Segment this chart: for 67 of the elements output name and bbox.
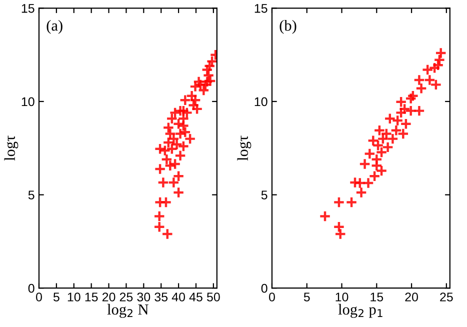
point [364,148,376,160]
y-tick-label: 0 [28,284,34,293]
x-axis-title: log$_{2}$ p$_{1}$ [338,304,382,318]
point [400,118,412,130]
point [415,82,428,94]
x-tick-label: 20 [405,292,418,302]
point [395,96,408,108]
y-axis-title: logτ [237,136,252,161]
point [424,74,436,86]
point [332,196,345,208]
x-tick-label: 25 [120,292,133,302]
x-tick-label: 45 [189,292,202,302]
point [164,128,176,140]
x-tick-label: 5 [53,292,60,302]
point [349,176,361,188]
point [370,160,383,172]
y-tick-label: 10 [254,97,268,106]
point [367,134,380,147]
point [355,186,368,199]
point [319,210,331,222]
x-tick-label: 20 [102,292,116,302]
point [354,177,366,189]
y-tick-label: 5 [261,190,268,200]
point [346,196,358,208]
y-axis-title: logτ [4,136,18,161]
point [404,104,417,117]
point [191,102,204,115]
point [161,228,174,240]
x-tick-label: 15 [85,292,98,302]
point [172,186,185,199]
y-tick-label: 15 [254,4,268,13]
y-tick-label: 15 [22,4,34,13]
point [430,78,442,91]
point [413,104,426,117]
point [406,90,419,102]
y-tick-label: 0 [261,284,268,293]
point [384,112,396,125]
y-tick-label: 5 [28,190,34,200]
point [413,74,426,86]
x-tick-label: 35 [154,292,168,302]
x-tick-label: 5 [304,292,310,302]
x-tick-label: 50 [206,292,220,302]
point [160,153,173,166]
point [358,158,371,170]
x-tick-label: 25 [440,292,453,302]
x-tick-label: 30 [137,292,150,302]
point [154,163,166,175]
point [160,196,172,208]
x-tick-label: 0 [268,292,275,302]
x-tick-label: 40 [172,292,186,302]
y-tick-label: 10 [22,97,34,106]
point [332,220,345,233]
annotation: (a) [46,20,62,34]
point [397,128,410,140]
point [404,92,417,104]
x-tick-label: 10 [336,292,348,302]
x-tick-label: 15 [370,292,384,302]
point [373,124,386,136]
point [153,210,166,222]
x-axis-title: log$_{2}$ N [107,304,148,318]
point [157,176,170,188]
point [334,228,346,240]
x-tick-label: 0 [36,292,42,302]
point [153,220,166,233]
annotation: (b) [280,20,296,34]
point [162,122,174,134]
x-tick-label: 10 [68,292,80,302]
